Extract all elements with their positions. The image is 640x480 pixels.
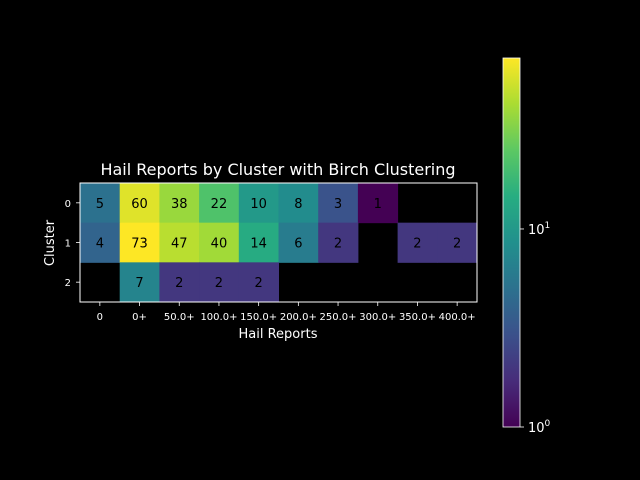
y-axis-ticks: 0 1 2 (65, 199, 80, 289)
colorbar-ticks: 100 101 (520, 221, 551, 436)
heatmap-cell (119, 222, 160, 263)
heatmap-cell (119, 262, 160, 303)
cell-value-label: 3 (334, 197, 342, 212)
cell-value-label: 6 (294, 237, 302, 252)
cell-value-label: 2 (255, 276, 263, 291)
x-tick-label: 50.0+ (164, 312, 195, 323)
cell-value-label: 2 (175, 276, 183, 291)
x-tick-label: 100.0+ (200, 312, 237, 323)
x-tick-label: 0+ (132, 312, 147, 323)
y-tick-label: 0 (65, 199, 71, 210)
y-tick-label: 2 (65, 278, 71, 289)
x-tick-label: 300.0+ (359, 312, 396, 323)
cell-value-label: 47 (171, 237, 188, 252)
x-tick-label: 250.0+ (320, 312, 357, 323)
cell-value-label: 2 (215, 276, 223, 291)
cell-value-label: 1 (374, 197, 382, 212)
x-tick-label: 150.0+ (240, 312, 277, 323)
cell-labels: 5 60 38 22 10 8 3 14 73 47 40 14 6 2 2 27 2 2 2 (96, 197, 462, 291)
cell-value-label: 4 (96, 237, 104, 252)
heatmap-cells (80, 183, 478, 303)
heatmap-cell (278, 183, 319, 224)
cell-value-label: 22 (211, 197, 228, 212)
cell-value-label: 10 (250, 197, 267, 212)
heatmap-cell (159, 262, 200, 303)
heatmap-cell (199, 222, 240, 263)
x-axis-label: Hail Reports (239, 327, 318, 342)
y-tick-label: 1 (65, 239, 71, 250)
heatmap-cell (318, 183, 359, 224)
heatmap-cell (199, 262, 240, 303)
x-axis-ticks: 0 0+ 50.0+ 100.0+ 150.0+ 200.0+ 250.0+ 300.0+ 35… (97, 302, 476, 323)
heatmap-cell (278, 222, 319, 263)
heatmap-cell (80, 222, 121, 263)
heatmap-cell (238, 222, 279, 263)
cell-value-label: 2 (453, 237, 461, 252)
heatmap-cell (159, 222, 200, 263)
heatmap-cell (357, 183, 399, 224)
cell-value-label: 73 (131, 237, 148, 252)
cell-value-label: 8 (294, 197, 302, 212)
heatmap-cell (80, 183, 121, 224)
heatmap-cell (238, 183, 279, 224)
colorbar-tick-label: 100 (528, 419, 551, 436)
cell-value-label: 38 (171, 197, 188, 212)
heatmap-cell (397, 222, 438, 263)
heatmap-cell (199, 183, 240, 224)
cell-value-label: 2 (334, 237, 342, 252)
x-tick-label: 0 (97, 312, 103, 323)
x-tick-label: 350.0+ (399, 312, 436, 323)
colorbar-tick-label: 101 (528, 221, 550, 238)
cell-value-label: 5 (96, 197, 104, 212)
cell-value-label: 40 (211, 237, 228, 252)
cell-value-label: 14 (250, 237, 267, 252)
heatmap-cell (159, 183, 200, 224)
heatmap-cell (119, 183, 160, 224)
colorbar (502, 57, 521, 428)
heatmap-cell (437, 222, 478, 263)
heatmap-cell (238, 262, 279, 303)
heatmap-cell (318, 222, 359, 263)
x-tick-label: 400.0+ (439, 312, 476, 323)
x-tick-label: 200.0+ (280, 312, 317, 323)
cell-value-label: 7 (135, 276, 143, 291)
cell-value-label: 60 (131, 197, 148, 212)
chart-title: Hail Reports by Cluster with Birch Clust… (100, 160, 455, 179)
cell-value-label: 2 (413, 237, 421, 252)
y-axis-label: Cluster (43, 219, 58, 266)
